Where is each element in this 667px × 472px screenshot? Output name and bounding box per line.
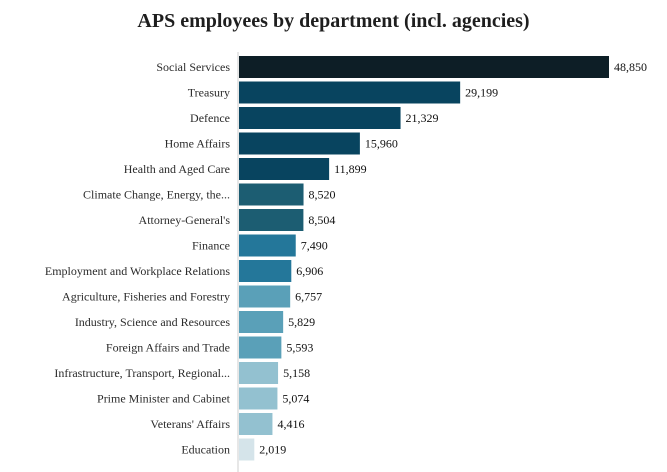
value-label: 8,520: [309, 188, 336, 202]
category-label: Employment and Workplace Relations: [45, 264, 230, 278]
bar: [239, 209, 304, 231]
value-label: 29,199: [465, 86, 498, 100]
bar: [239, 56, 609, 78]
value-label: 5,829: [288, 315, 315, 329]
bar: [239, 413, 273, 435]
chart-title: APS employees by department (incl. agenc…: [137, 10, 530, 32]
bar: [239, 387, 278, 410]
value-label: 11,899: [334, 162, 367, 176]
category-label: Veterans' Affairs: [150, 417, 230, 431]
category-label: Agriculture, Fisheries and Forestry: [62, 290, 230, 304]
value-label: 21,329: [406, 111, 439, 125]
value-label: 7,490: [301, 239, 328, 253]
bar: [239, 285, 291, 308]
category-label: Education: [181, 443, 230, 457]
bar: [239, 362, 279, 384]
bar: [239, 260, 292, 282]
category-label: Industry, Science and Resources: [75, 315, 231, 329]
bar: [239, 158, 330, 180]
category-label: Prime Minister and Cabinet: [97, 392, 231, 406]
value-label: 5,074: [282, 392, 309, 406]
category-label: Home Affairs: [165, 137, 231, 151]
bar: [239, 234, 296, 257]
bar: [239, 336, 282, 359]
bar: [239, 438, 255, 461]
bar: [239, 183, 304, 206]
category-label: Infrastructure, Transport, Regional...: [54, 366, 230, 380]
category-label: Climate Change, Energy, the...: [83, 188, 230, 202]
bar: [239, 311, 284, 333]
value-label: 6,757: [295, 290, 322, 304]
value-label: 5,158: [283, 366, 310, 380]
value-label: 15,960: [365, 137, 398, 151]
category-label: Treasury: [188, 86, 230, 100]
value-label: 6,906: [296, 264, 323, 278]
value-label: 48,850: [614, 60, 647, 74]
category-label: Foreign Affairs and Trade: [106, 341, 230, 355]
value-label: 4,416: [277, 417, 304, 431]
bar: [239, 81, 461, 104]
value-label: 8,504: [308, 213, 335, 227]
category-label: Defence: [190, 111, 230, 125]
bar: [239, 132, 360, 155]
category-label: Social Services: [156, 60, 230, 74]
category-label: Health and Aged Care: [124, 162, 230, 176]
value-label: 5,593: [286, 341, 313, 355]
category-label: Attorney-General's: [139, 213, 231, 227]
bar: [239, 107, 401, 129]
value-label: 2,019: [259, 443, 286, 457]
category-label: Finance: [192, 239, 230, 253]
